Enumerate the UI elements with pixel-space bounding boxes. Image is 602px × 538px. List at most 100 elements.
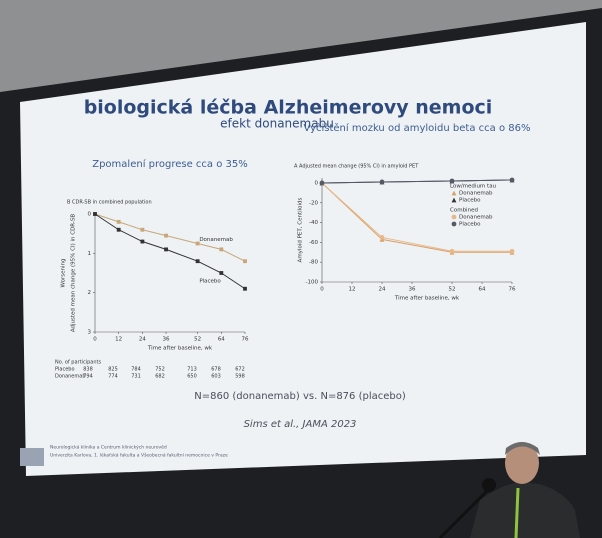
point xyxy=(449,248,455,254)
speaker-hair xyxy=(505,442,540,455)
x-tick-label: 52 xyxy=(449,287,456,293)
x-axis-label: Time after baseline, wk xyxy=(394,296,460,302)
x-tick-label: 64 xyxy=(479,287,486,293)
point xyxy=(509,248,515,254)
point xyxy=(116,219,121,224)
y-axis-label: Amyloid PET, Centiloids xyxy=(298,197,304,262)
y-direction-label: Worsening xyxy=(61,259,67,288)
ceiling xyxy=(0,0,602,92)
x-tick-label: 36 xyxy=(163,337,170,343)
microphone xyxy=(482,478,496,492)
slide-title: biologická léčba Alzheimerovy nemoci xyxy=(84,97,493,119)
legend-label: Placebo xyxy=(459,222,481,228)
y-axis-label: Adjusted mean change (95% CI) in CDR-SB xyxy=(71,214,77,333)
series-label: Placebo xyxy=(199,279,221,285)
point xyxy=(164,233,168,238)
point xyxy=(140,239,145,244)
x-tick-label: 76 xyxy=(242,337,249,343)
sample-size-note: N=860 (donanemab) vs. N=876 (placebo) xyxy=(194,391,406,402)
y-tick-label: -20 xyxy=(309,200,318,206)
point xyxy=(164,247,168,252)
point xyxy=(219,247,224,252)
legend-label: Donanemab xyxy=(459,191,493,197)
legend-marker xyxy=(451,190,457,196)
x-tick-label: 12 xyxy=(115,337,122,343)
legend-group-title: Combined xyxy=(450,208,478,214)
participants-table: No. of participants Placebo 838 825 784 752 7… xyxy=(55,360,245,380)
point xyxy=(93,212,97,216)
citation: Sims et al., JAMA 2023 xyxy=(244,419,357,430)
slide xyxy=(20,22,586,476)
table-label: No. of participants xyxy=(55,360,101,366)
speaker-body xyxy=(470,482,580,538)
legend-marker xyxy=(451,197,457,203)
point xyxy=(195,241,200,246)
legend-group-title: Low/medium tau xyxy=(450,184,496,190)
point xyxy=(243,286,247,291)
table-cell: 713 xyxy=(187,367,197,373)
table-cell: 774 xyxy=(108,374,118,380)
y-tick-label: -60 xyxy=(309,240,318,246)
point xyxy=(379,179,385,185)
y-tick-label: 0 xyxy=(88,212,92,218)
x-tick-label: 24 xyxy=(379,287,386,293)
y-tick-label: 3 xyxy=(88,330,92,336)
x-tick-label: 64 xyxy=(218,337,225,343)
y-tick-label: -40 xyxy=(309,220,318,226)
y-tick-label: -100 xyxy=(306,280,319,286)
series-line xyxy=(321,182,512,253)
x-tick-label: 36 xyxy=(409,287,416,293)
y-tick-label: -80 xyxy=(309,260,318,266)
point xyxy=(116,227,121,232)
chart-heading: Vyčištění mozku od amyloidu beta cca o 8… xyxy=(304,122,531,134)
speaker xyxy=(438,442,580,538)
slide-subtitle: efekt donanemabu xyxy=(220,117,334,131)
institution-line: Univerzita Karlova, 1. lékařská fakulta … xyxy=(50,452,228,459)
x-tick-label: 0 xyxy=(320,287,324,293)
legend-marker xyxy=(451,214,457,220)
point xyxy=(195,259,200,264)
table-cell: 672 xyxy=(235,367,245,373)
x-tick-label: 52 xyxy=(194,337,201,343)
table-cell: 598 xyxy=(235,374,245,380)
series-line xyxy=(321,179,513,184)
x-axis-label: Time after baseline, wk xyxy=(147,346,213,352)
institution-line: Neurologická klinika a Centrum klinickýc… xyxy=(50,444,167,451)
table-cell: 682 xyxy=(155,374,165,380)
legend-label: Placebo xyxy=(459,198,481,204)
y-tick-label: 1 xyxy=(88,251,92,257)
panel-title: A Adjusted mean change (95% CI) in amylo… xyxy=(294,164,419,170)
table-cell: 603 xyxy=(211,374,221,380)
table-cell: 678 xyxy=(211,367,221,373)
x-tick-label: 24 xyxy=(139,337,146,343)
speaker-head xyxy=(505,442,539,484)
point xyxy=(243,259,247,264)
table-cell: 752 xyxy=(155,367,165,373)
series-label: Donanemab xyxy=(199,237,233,243)
table-cell: 825 xyxy=(108,367,118,373)
x-tick-label: 76 xyxy=(509,287,516,293)
mic-stand xyxy=(438,486,492,538)
point xyxy=(509,177,515,183)
series-line xyxy=(321,182,512,252)
table-cell: 784 xyxy=(131,367,141,373)
y-tick-label: 0 xyxy=(315,180,319,186)
x-tick-label: 0 xyxy=(93,337,97,343)
logo xyxy=(20,448,44,466)
point xyxy=(449,178,455,184)
table-cell: 650 xyxy=(187,374,197,380)
x-tick-label: 12 xyxy=(349,287,356,293)
table-cell: 838 xyxy=(83,367,93,373)
y-tick-label: 2 xyxy=(88,290,92,296)
row-label: Donanemab xyxy=(55,374,86,380)
row-label: Placebo xyxy=(55,367,75,373)
table-cell: 794 xyxy=(83,374,93,380)
point xyxy=(379,235,385,240)
lanyard xyxy=(514,487,520,538)
legend-label: Donanemab xyxy=(459,215,493,221)
panel-title: B CDR-SB in combined population xyxy=(67,200,152,206)
point xyxy=(140,227,145,232)
point xyxy=(219,271,224,275)
point xyxy=(319,180,325,186)
